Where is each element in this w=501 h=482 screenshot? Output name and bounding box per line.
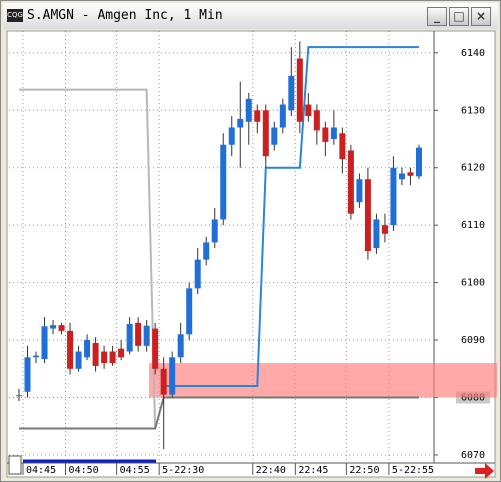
candle-body	[109, 351, 116, 364]
candle-body	[228, 127, 235, 145]
candle-body	[322, 127, 329, 142]
candle-body	[33, 355, 40, 358]
candle-body	[67, 330, 74, 369]
y-tick-label: 6130	[461, 105, 485, 116]
x-tick-label: 04:45	[26, 465, 56, 476]
x-tick-label: 22:50	[349, 465, 379, 476]
candle-body	[203, 242, 210, 260]
indicator-line	[19, 396, 419, 430]
y-tick-label: 6080	[461, 393, 485, 404]
candle-body	[296, 58, 303, 122]
y-tick-label: 6090	[461, 335, 485, 346]
candle-body	[373, 219, 380, 249]
candle-body	[415, 147, 422, 177]
y-tick-label: 6110	[461, 220, 485, 231]
candle-body	[135, 322, 142, 346]
candle-body	[381, 225, 388, 234]
candle-body	[245, 98, 252, 122]
candle-body	[92, 342, 99, 366]
candle-body	[50, 325, 57, 329]
candle-body	[177, 334, 184, 358]
y-tick-label: 6120	[461, 163, 485, 174]
candle-body	[75, 351, 82, 369]
maximize-button[interactable]: □	[449, 7, 469, 26]
minimize-button[interactable]: _	[427, 7, 447, 26]
candle-body	[364, 179, 371, 252]
x-tick-label: 22:40	[256, 465, 286, 476]
chart-frame	[6, 30, 496, 478]
candle-body	[16, 395, 22, 397]
candle-body	[186, 288, 193, 335]
candle-body	[330, 127, 337, 139]
candle-body	[237, 118, 244, 128]
x-tick-label: 04:55	[120, 465, 150, 476]
candle-body	[152, 328, 159, 369]
candle-body	[279, 104, 286, 128]
y-tick-label: 6140	[461, 48, 485, 59]
x-tick-label: 04:50	[69, 465, 99, 476]
candle-body	[24, 357, 31, 392]
candle-body	[262, 110, 269, 157]
candle-body	[169, 357, 176, 395]
indicator-line	[163, 46, 419, 388]
x-tick-label: 5-22:30	[162, 465, 204, 476]
scroll-box[interactable]	[8, 455, 22, 475]
candle-body	[194, 259, 201, 289]
candle-body	[143, 325, 150, 346]
candle-body	[356, 179, 363, 203]
candle-body	[220, 144, 227, 220]
candle-body	[407, 172, 414, 176]
candle-body	[254, 110, 261, 122]
price-band	[149, 363, 497, 398]
indicator-line	[19, 88, 157, 429]
y-tick-label: 6070	[461, 450, 485, 461]
candle-body	[305, 104, 312, 117]
x-tick-label: 5-22:55	[392, 465, 434, 476]
candle-body	[211, 219, 218, 243]
candle-body	[101, 351, 108, 364]
title-bar: CQG S.AMGN - Amgen Inc, 1 Min _ □ ×	[3, 3, 498, 29]
candle-body	[398, 173, 405, 180]
candle-body	[126, 323, 133, 352]
candle-body	[271, 127, 278, 145]
candle-body	[118, 348, 125, 358]
window-title: S.AMGN - Amgen Inc, 1 Min	[27, 8, 223, 23]
candle-body	[288, 75, 295, 111]
x-tick-label: 22:45	[298, 465, 328, 476]
app-icon: CQG	[7, 9, 23, 22]
candle-body	[84, 340, 91, 358]
candle-body	[160, 368, 167, 395]
candle-body	[41, 326, 48, 360]
scroll-right-arrow[interactable]	[475, 463, 494, 479]
candle-body	[313, 110, 320, 131]
candle-body	[58, 325, 65, 331]
y-tick-label: 6100	[461, 278, 485, 289]
candle-body	[339, 133, 346, 160]
close-button[interactable]: ×	[471, 7, 491, 26]
candle-body	[390, 167, 397, 226]
candle-body	[347, 150, 354, 214]
